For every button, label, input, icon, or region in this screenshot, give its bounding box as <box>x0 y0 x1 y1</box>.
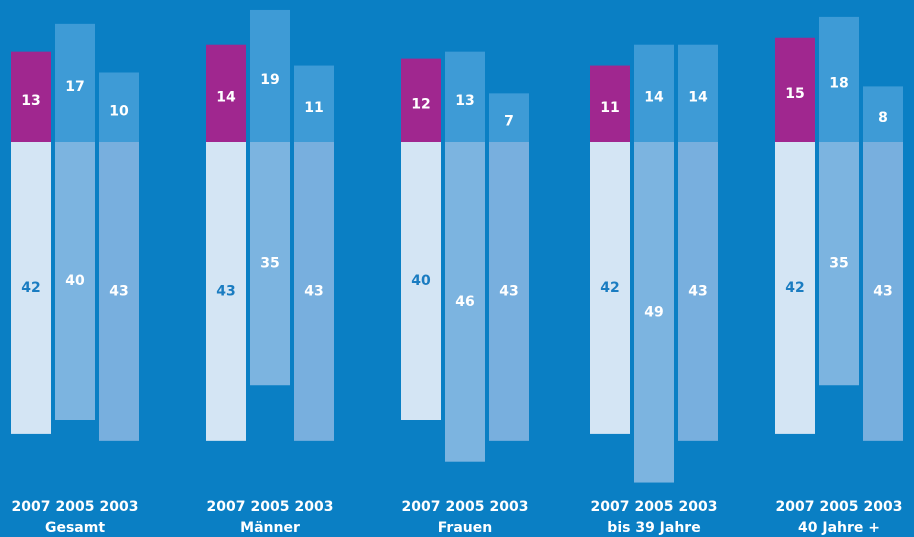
value-label: 11 <box>600 100 619 116</box>
category-label: 40 Jahre + <box>798 520 880 536</box>
year-label: 2003 <box>100 499 139 515</box>
bar-top <box>250 9 290 143</box>
bar-top <box>99 72 139 142</box>
bar-bottom <box>489 142 529 441</box>
bar-bottom <box>99 142 139 441</box>
value-label: 46 <box>455 294 474 310</box>
value-label: 10 <box>109 103 129 119</box>
value-label: 13 <box>21 93 40 109</box>
value-label: 42 <box>21 280 40 296</box>
value-label: 12 <box>411 96 430 112</box>
value-label: 14 <box>688 89 708 105</box>
year-label: 2005 <box>56 499 95 515</box>
bar-bottom <box>634 142 674 483</box>
value-label: 7 <box>504 114 514 130</box>
bar-bottom <box>11 142 51 434</box>
bar-top <box>294 65 334 142</box>
bar-top <box>11 51 51 142</box>
year-label: 2003 <box>679 499 718 515</box>
bar-top <box>445 51 485 142</box>
value-label: 35 <box>829 256 848 272</box>
year-label: 2007 <box>591 499 630 515</box>
category-label: Gesamt <box>45 520 105 536</box>
value-label: 42 <box>600 280 619 296</box>
bar-bottom <box>401 142 441 420</box>
bar-top <box>489 93 529 142</box>
bar-bottom <box>206 142 246 441</box>
bar-bottom <box>863 142 903 441</box>
bar-top <box>206 44 246 143</box>
bar-top <box>55 23 95 143</box>
bar-top <box>678 44 718 143</box>
value-label: 14 <box>644 89 664 105</box>
bar-bottom <box>678 142 718 441</box>
year-label: 2007 <box>12 499 51 515</box>
value-label: 40 <box>65 273 85 289</box>
value-label: 19 <box>260 72 279 88</box>
bar-bottom <box>590 142 630 434</box>
year-label: 2005 <box>251 499 290 515</box>
value-label: 43 <box>109 283 128 299</box>
year-label: 2005 <box>635 499 674 515</box>
year-label: 2007 <box>207 499 246 515</box>
value-label: 43 <box>688 283 707 299</box>
year-label: 2003 <box>864 499 903 515</box>
value-label: 14 <box>216 89 236 105</box>
bar-top <box>863 86 903 142</box>
value-label: 43 <box>216 283 235 299</box>
value-label: 43 <box>499 283 518 299</box>
bar-top <box>590 65 630 142</box>
bar-bottom <box>55 142 95 420</box>
value-label: 42 <box>785 280 804 296</box>
year-label: 2007 <box>776 499 815 515</box>
value-label: 17 <box>65 79 84 95</box>
value-label: 43 <box>873 283 892 299</box>
year-label: 2005 <box>820 499 859 515</box>
year-label: 2007 <box>402 499 441 515</box>
bar-top <box>775 37 815 142</box>
bar-bottom <box>445 142 485 462</box>
category-label: Frauen <box>438 520 492 536</box>
value-label: 43 <box>304 283 323 299</box>
value-label: 8 <box>878 110 888 126</box>
value-label: 15 <box>785 86 804 102</box>
year-label: 2003 <box>295 499 334 515</box>
bar-bottom <box>294 142 334 441</box>
category-label: bis 39 Jahre <box>607 520 700 536</box>
bar-top <box>634 44 674 143</box>
bar-bottom <box>775 142 815 434</box>
value-label: 40 <box>411 273 431 289</box>
bar-bottom <box>819 142 859 386</box>
bar-top <box>819 16 859 142</box>
value-label: 49 <box>644 304 663 320</box>
year-label: 2003 <box>490 499 529 515</box>
value-label: 11 <box>304 100 323 116</box>
category-label: Männer <box>240 520 300 536</box>
year-label: 2005 <box>446 499 485 515</box>
bar-bottom <box>250 142 290 386</box>
value-label: 18 <box>829 75 848 91</box>
value-label: 13 <box>455 93 474 109</box>
bar-top <box>401 58 441 142</box>
value-label: 35 <box>260 256 279 272</box>
